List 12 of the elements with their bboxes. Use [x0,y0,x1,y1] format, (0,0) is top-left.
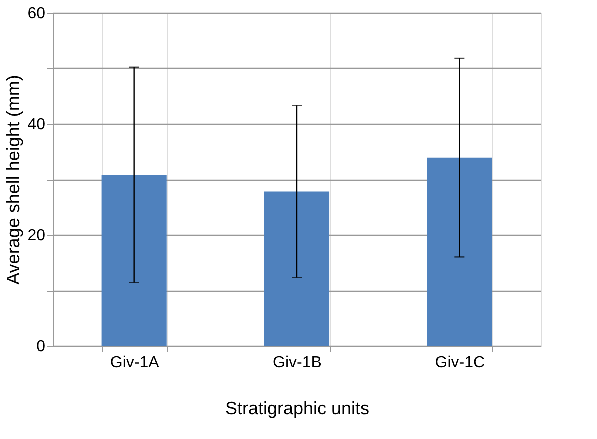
x-tick-label: Giv-1B [273,354,322,372]
x-axis-title: Stratigraphic units [225,398,370,418]
bar [102,175,167,346]
x-tick-label: Giv-1C [435,354,486,372]
x-tick-label: Giv-1A [110,354,160,372]
y-tick-label: 20 [28,228,46,244]
y-tick-label: 40 [28,116,46,134]
y-axis-title: Average shell height (mm) [4,75,24,285]
y-tick-label: 0 [36,338,46,356]
bar [264,192,330,346]
y-tick-label: 60 [28,6,46,22]
bar [427,158,492,346]
